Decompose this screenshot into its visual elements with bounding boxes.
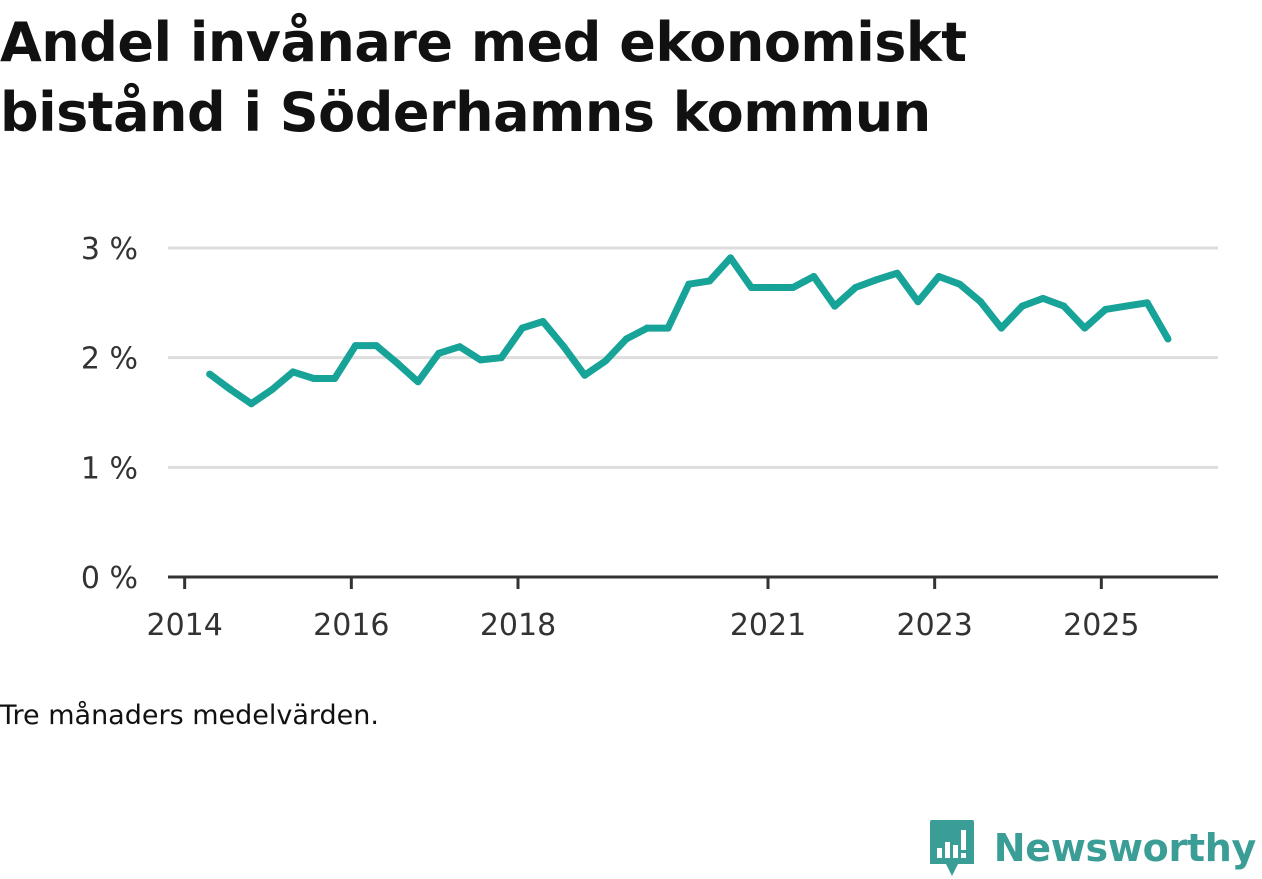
- x-tick-label: 2016: [313, 608, 389, 643]
- data-point: [1060, 302, 1068, 310]
- axes: 0 % 1 % 2 % 3 % 2014 2016 2018 2021 2023 2025: [81, 232, 1218, 643]
- data-point: [247, 400, 255, 408]
- data-point: [643, 324, 651, 332]
- data-point: [435, 349, 443, 357]
- y-tick-label: 2 %: [81, 342, 138, 377]
- data-point: [664, 324, 672, 332]
- data-point: [914, 298, 922, 306]
- data-point: [997, 324, 1005, 332]
- data-point: [289, 368, 297, 376]
- data-point: [1164, 335, 1172, 343]
- data-point: [456, 343, 464, 351]
- data-point: [268, 385, 276, 393]
- series-line: [207, 254, 1172, 408]
- data-point: [977, 298, 984, 306]
- y-tick-label: 3 %: [81, 232, 138, 267]
- data-point: [685, 280, 693, 288]
- data-point: [872, 276, 880, 284]
- x-tick-label: 2023: [896, 608, 972, 643]
- data-point: [727, 254, 734, 262]
- data-point: [810, 273, 818, 281]
- data-point: [1102, 305, 1109, 313]
- data-point: [518, 324, 526, 332]
- data-point: [789, 283, 797, 291]
- data-point: [539, 317, 547, 325]
- data-point: [831, 302, 839, 310]
- data-point: [706, 277, 714, 285]
- data-point: [1039, 294, 1047, 302]
- x-tick-label: 2018: [480, 608, 556, 643]
- chart-title: Andel invånare med ekonomiskt bistånd i …: [0, 11, 967, 144]
- series-layer: [206, 254, 1172, 408]
- data-point: [372, 342, 380, 350]
- brand-logo: Newsworthy: [928, 818, 1256, 878]
- data-point: [227, 385, 234, 393]
- data-point: [331, 375, 339, 383]
- data-point: [622, 335, 630, 343]
- data-point: [414, 378, 422, 386]
- data-point: [581, 371, 589, 379]
- data-point: [602, 357, 609, 365]
- data-point: [893, 269, 901, 277]
- x-tick-label: 2021: [730, 608, 806, 643]
- data-point: [497, 354, 505, 362]
- data-point: [310, 375, 318, 383]
- data-point: [1081, 324, 1089, 332]
- data-point: [768, 283, 776, 291]
- newsworthy-logo-icon: [929, 820, 974, 876]
- data-point: [935, 273, 943, 281]
- x-tick-label: 2014: [146, 608, 222, 643]
- data-point: [852, 283, 859, 291]
- data-point: [560, 343, 568, 351]
- data-point: [352, 342, 359, 350]
- data-point: [393, 359, 401, 367]
- y-tick-label: 1 %: [81, 451, 138, 486]
- y-tick-label: 0 %: [81, 561, 138, 596]
- data-point: [1122, 302, 1130, 310]
- data-point: [1018, 302, 1026, 310]
- data-point: [206, 370, 214, 378]
- data-point: [956, 280, 964, 288]
- data-point: [1143, 299, 1151, 307]
- grid-lines: [168, 246, 1218, 469]
- chart-note: Tre månaders medelvärden.: [0, 700, 379, 731]
- data-point: [477, 356, 484, 364]
- brand-name: Newsworthy: [993, 826, 1257, 870]
- data-point: [747, 283, 755, 291]
- x-tick-label: 2025: [1063, 608, 1139, 643]
